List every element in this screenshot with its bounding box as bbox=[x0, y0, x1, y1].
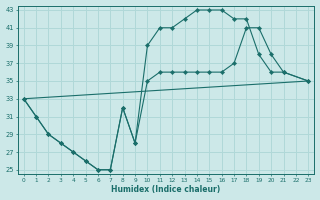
X-axis label: Humidex (Indice chaleur): Humidex (Indice chaleur) bbox=[111, 185, 220, 194]
